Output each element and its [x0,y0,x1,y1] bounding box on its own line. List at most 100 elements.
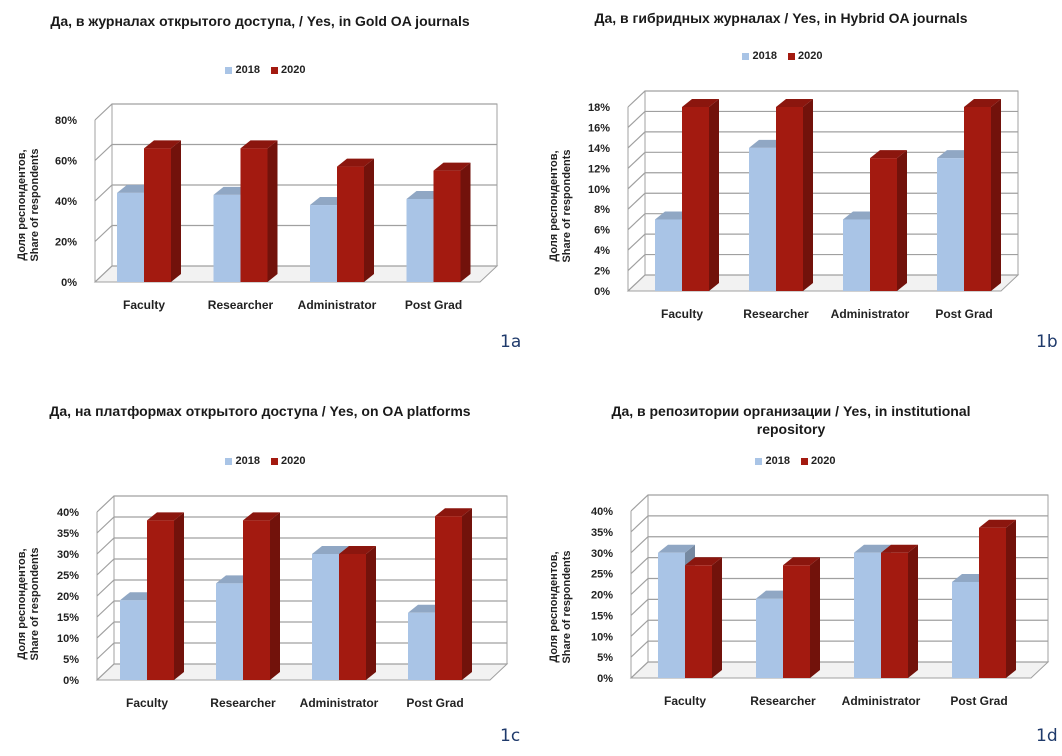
bar-2020-post-grad [964,99,1001,291]
x-tick-label: Administrator [842,694,921,708]
bar-2020-researcher [776,99,813,291]
chart-legend: 2018 2020 [530,455,1061,468]
bar-front [406,198,434,282]
panel-label: 1c [500,726,521,746]
y-tick-label: 10% [588,184,610,196]
bar-top [144,140,181,149]
bar-side [897,150,907,291]
bar-top [243,512,280,521]
x-tick-label: Post Grad [406,696,463,710]
bar-2020-post-grad [435,508,472,680]
bar-side [991,99,1001,291]
x-tick-label: Post Grad [405,298,462,312]
legend-swatch-2018 [225,66,233,74]
bar-top [312,546,349,554]
panel-label: 1a [500,332,522,352]
y-tick-label: 25% [591,569,613,581]
bar-front [312,554,339,680]
y-tick-label: 80% [55,115,77,127]
bar-front [749,147,776,291]
bar-side [267,140,278,282]
bar-top [854,544,891,553]
bar-top [964,99,1001,107]
bar-top [881,544,918,553]
bar-chart-1a: 0% 20% 40% 60% 80% Faculty Researcher Administr… [55,103,499,312]
chart-panel-1b: Да, в гибридных журналах / Yes, in Hybri… [531,0,1062,378]
chart-legend: 2018 2020 [0,64,531,77]
bar-side [364,158,374,282]
chart-panel-1a: Да, в журналах открытого доступа, / Yes,… [0,0,531,378]
chart-title: Да, в гибридных журналах / Yes, in Hybri… [594,10,968,26]
y-tick-label: 2% [594,266,610,278]
x-tick-label: Researcher [750,694,816,708]
bar-2020-administrator [337,158,374,282]
gridline [627,131,1018,149]
legend-swatch-2018 [742,52,750,60]
bar-side [174,512,184,680]
x-tick-label: Faculty [664,694,706,708]
legend-label: 2018 [752,50,777,62]
y-tick-label: 0% [594,286,610,298]
y-tick-label: 5% [597,652,613,664]
legend-swatch-2020 [801,457,809,465]
x-tick-label: Researcher [743,307,809,321]
bar-2020-researcher [243,512,280,680]
gridline [630,536,1048,554]
bar-2020-post-grad [979,519,1016,678]
panel-label: 1d [1036,726,1058,746]
bar-top [658,544,695,553]
legend-item-2020: 2020 [801,455,836,467]
bar-2020-faculty [685,557,722,678]
legend-label: 2018 [235,455,260,467]
bar-front [117,192,144,282]
bar-front [854,552,881,678]
bar-front [120,600,147,680]
gridline [630,494,1048,512]
legend-item-2018: 2018 [742,50,777,62]
y-tick-label: 4% [594,245,610,257]
y-tick-label: 0% [63,675,79,687]
x-tick-label: Researcher [210,696,276,710]
bar-front [783,565,810,678]
chart-title: Да, на платформах открытого доступа / Ye… [49,403,471,419]
gridline [630,515,1048,533]
legend-label: 2020 [281,455,306,467]
bar-front [937,158,964,291]
bar-front [964,107,991,291]
x-tick-label: Post Grad [950,694,1007,708]
y-tick-label: 5% [63,654,79,666]
bar-side [810,557,820,678]
bar-top [433,162,471,171]
bar-chart-1d: 0% 5% 10% 15% 20% 25% 30% 35% 40% Faculty Research… [591,494,1050,708]
y-tick-label: 40% [591,506,613,518]
y-tick-label: 10% [591,631,613,643]
bar-side [908,544,918,678]
y-tick-label: 0% [61,277,77,289]
bar-side [270,512,280,680]
y-tick-label: 20% [591,590,613,602]
chart-panel-1d: Да, в репозитории организации / Yes, in … [531,378,1062,756]
bar-2020-faculty [144,140,181,282]
legend-item-2020: 2020 [271,64,306,76]
legend-item-2018: 2018 [755,455,790,467]
bar-side [171,140,181,282]
y-tick-label: 40% [55,196,77,208]
bar-2020-administrator [339,546,376,680]
bar-2020-researcher [783,557,820,678]
chart-title: Да, в журналах открытого доступа, / Yes,… [50,13,470,29]
bar-front [756,598,783,678]
legend-swatch-2020 [788,52,796,60]
bar-front [144,148,171,282]
x-tick-label: Administrator [300,696,379,710]
bar-front [685,565,712,678]
y-tick-label: 25% [57,570,79,582]
bar-side [709,99,719,291]
y-tick-label: 60% [55,156,77,168]
y-tick-label: 30% [57,549,79,561]
bar-2020-faculty [682,99,719,291]
y-tick-label: 14% [588,143,610,155]
bar-2020-post-grad [433,162,471,282]
chart-legend: 2018 2020 [517,50,1048,63]
bar-front [881,552,908,678]
legend-item-2018: 2018 [225,64,260,76]
